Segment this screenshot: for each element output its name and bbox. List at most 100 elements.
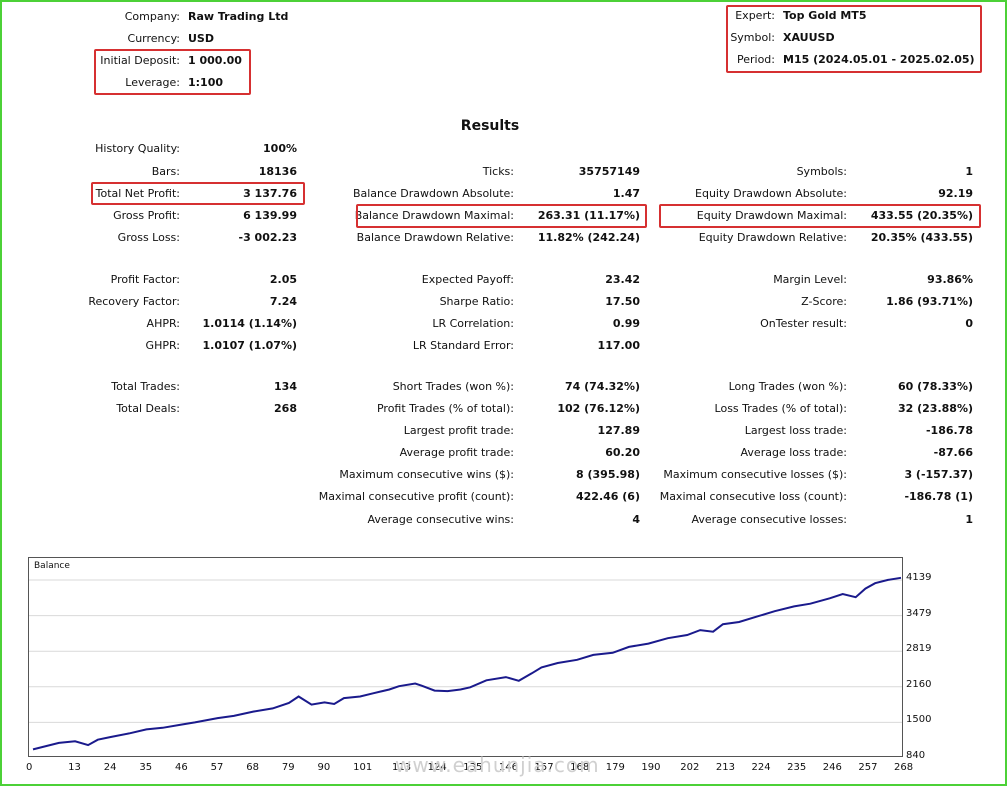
stat-col1-label: AHPR: <box>146 317 180 330</box>
stat-col3-value: 93.86% <box>927 273 973 286</box>
stat-col2-value: 127.89 <box>597 424 640 437</box>
chart-x-tick: 268 <box>894 762 914 773</box>
stat-col3-value: 20.35% (433.55) <box>870 231 973 244</box>
stat-col1-value: 1.0107 (1.07%) <box>202 339 298 352</box>
chart-y-tick: 2160 <box>906 678 932 690</box>
stat-col1-value: 7.24 <box>269 295 297 308</box>
results-title: Results <box>460 118 520 134</box>
chart-x-tick: 24 <box>103 762 117 773</box>
stat-col1-value: -3 002.23 <box>238 231 298 244</box>
header-left-value: Raw Trading Ltd <box>188 10 289 23</box>
stat-col3-label: Z-Score: <box>801 295 847 308</box>
header-left-value: 1 000.00 <box>188 54 242 67</box>
header-right-value: XAUUSD <box>783 31 835 44</box>
header-left-label: Company: <box>124 10 180 23</box>
chart-x-tick: 13 <box>68 762 81 773</box>
stat-col3-value: 0 <box>965 317 973 330</box>
header-right-value: M15 (2024.05.01 - 2025.02.05) <box>783 53 975 66</box>
header-right-value: Top Gold MT5 <box>783 9 867 22</box>
stat-col2-value: 1.47 <box>612 187 640 200</box>
chart-y-tick: 3479 <box>906 607 932 619</box>
stat-col3-label: Equity Drawdown Absolute: <box>695 187 847 200</box>
stat-col2-label: Average profit trade: <box>399 446 514 459</box>
stat-col2-value: 17.50 <box>605 295 640 308</box>
stat-col3-value: 1 <box>965 513 973 526</box>
highlight-total-net-profit <box>91 182 305 205</box>
stat-col3-label: Largest loss trade: <box>744 424 847 437</box>
stat-col3-value: -186.78 <box>925 424 973 437</box>
watermark: www.eahunjia.com <box>395 753 600 777</box>
stat-col1-label: Total Trades: <box>111 380 180 393</box>
stat-col3-label: Equity Drawdown Maximal: <box>696 209 847 222</box>
stat-col1-value: 268 <box>274 402 297 415</box>
balance-chart <box>28 557 903 757</box>
stat-col2-value: 0.99 <box>612 317 640 330</box>
chart-title: Balance <box>34 561 70 571</box>
header-left-label: Initial Deposit: <box>100 54 180 67</box>
highlight-equity-drawdown-maximal <box>659 204 981 228</box>
stat-col3-label: Long Trades (won %): <box>728 380 847 393</box>
stat-col3-value: -87.66 <box>933 446 973 459</box>
stat-col3-value: 92.19 <box>938 187 973 200</box>
header-left-value: USD <box>188 32 214 45</box>
stat-col1-value: 3 137.76 <box>243 187 297 200</box>
stat-col1-label: GHPR: <box>145 339 180 352</box>
chart-y-tick: 1500 <box>906 714 932 726</box>
chart-x-tick: 35 <box>139 762 153 773</box>
chart-x-tick: 68 <box>246 762 259 773</box>
stat-col1-value: 6 139.99 <box>243 209 297 222</box>
stat-col3-label: Symbols: <box>796 165 847 178</box>
stat-col2-value: 74 (74.32%) <box>564 380 640 393</box>
header-right-label: Period: <box>736 53 775 66</box>
stat-col3-label: Equity Drawdown Relative: <box>698 231 847 244</box>
stat-col1-value: 134 <box>274 380 297 393</box>
chart-x-tick: 135 <box>463 762 483 773</box>
stat-col3-value: 433.55 (20.35%) <box>870 209 973 222</box>
chart-x-tick: 246 <box>822 762 842 773</box>
stat-col1-label: Total Net Profit: <box>95 187 180 200</box>
chart-y-tick: 4139 <box>906 572 932 583</box>
highlight-expert-block <box>726 5 982 73</box>
stat-col2-label: LR Standard Error: <box>412 339 514 352</box>
stat-col2-label: Short Trades (won %): <box>392 380 514 393</box>
stat-col3-value: 32 (23.88%) <box>897 402 973 415</box>
stat-col2-label: Ticks: <box>482 165 514 178</box>
stat-col2-label: Largest profit trade: <box>403 424 514 437</box>
chart-x-tick: 190 <box>641 762 661 773</box>
stat-col1-value: 1.0114 (1.14%) <box>202 317 298 330</box>
stat-col2-label: Balance Drawdown Maximal: <box>354 209 514 222</box>
header-right-label: Expert: <box>735 9 775 22</box>
stat-col2-value: 60.20 <box>605 446 640 459</box>
stat-col2-label: Profit Trades (% of total): <box>376 402 514 415</box>
chart-y-tick: 2819 <box>906 643 932 655</box>
chart-x-tick: 257 <box>858 762 878 773</box>
balance-chart-svg <box>29 576 902 751</box>
header-left-label: Leverage: <box>125 76 180 89</box>
header-left-value: 1:100 <box>188 76 224 89</box>
stat-col1-value: 100% <box>263 142 297 155</box>
stat-col2-label: Average consecutive wins: <box>367 513 514 526</box>
stat-col1-label: Recovery Factor: <box>88 295 180 308</box>
stat-col3-label: Maximum consecutive losses ($): <box>663 468 847 481</box>
chart-x-tick: 46 <box>174 762 188 773</box>
stat-col2-value: 422.46 (6) <box>576 490 640 503</box>
stat-col1-label: Total Deals: <box>116 402 180 415</box>
chart-x-tick: 57 <box>210 762 224 773</box>
header-right-label: Symbol: <box>730 31 775 44</box>
stat-col2-value: 23.42 <box>605 273 640 286</box>
stat-col3-value: 1.86 (93.71%) <box>886 295 973 308</box>
stat-col2-value: 102 (76.12%) <box>557 402 640 415</box>
highlight-balance-drawdown-maximal <box>356 204 647 228</box>
stat-col2-label: Maximal consecutive profit (count): <box>318 490 514 503</box>
stat-col2-label: Maximum consecutive wins ($): <box>339 468 514 481</box>
chart-x-tick: 113 <box>391 762 412 773</box>
stat-col2-label: Balance Drawdown Absolute: <box>352 187 514 200</box>
stat-col1-label: Gross Loss: <box>117 231 180 244</box>
stat-col1-label: History Quality: <box>95 142 180 155</box>
stat-col1-label: Gross Profit: <box>113 209 180 222</box>
chart-x-tick: 157 <box>534 762 554 773</box>
stat-col3-label: OnTester result: <box>760 317 847 330</box>
chart-x-tick: 146 <box>498 762 518 773</box>
stat-col2-value: 35757149 <box>578 165 640 178</box>
